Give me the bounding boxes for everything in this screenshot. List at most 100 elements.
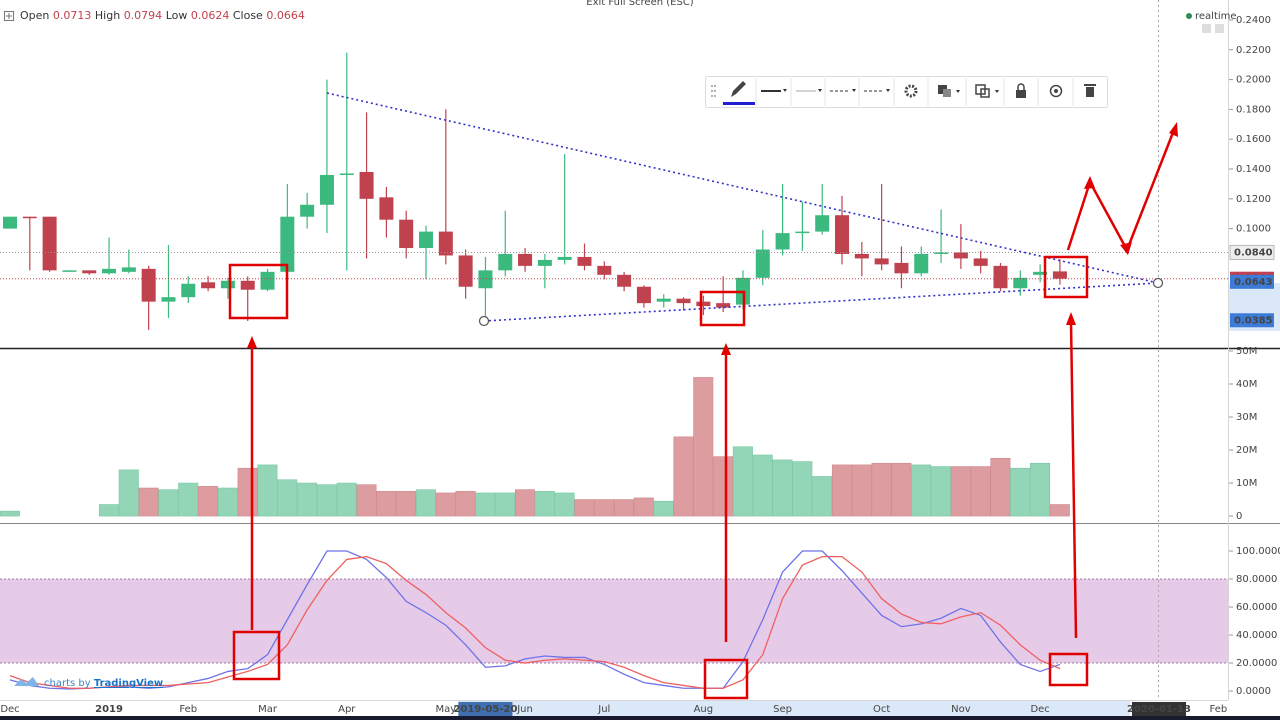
- candle-body: [1033, 271, 1048, 275]
- bottom-edge: [0, 716, 1280, 720]
- volume-bar: [415, 489, 436, 517]
- x-tick-label: Mar: [258, 704, 278, 715]
- drag-handle[interactable]: [711, 85, 716, 97]
- ohlc-value: 0.0664: [266, 9, 305, 22]
- volume-bar: [574, 499, 595, 517]
- volume-bar: [534, 491, 555, 517]
- volume-bar: [653, 500, 674, 517]
- candle-body: [339, 173, 354, 175]
- volume-bar: [297, 482, 318, 517]
- candle-body: [973, 258, 988, 266]
- candle-body: [121, 267, 136, 272]
- arrow-head: [1120, 242, 1132, 255]
- y-tick-label: 0: [1236, 511, 1242, 522]
- candle-body: [934, 252, 949, 254]
- highlight-box: [1048, 652, 1089, 687]
- candle-body: [161, 297, 176, 302]
- tradingview-logo: [14, 677, 39, 686]
- candle-body: [795, 231, 810, 234]
- stoch-band: [0, 579, 1228, 664]
- candle-body: [498, 253, 513, 271]
- volume-bar: [237, 467, 258, 517]
- ohlc-label: Close: [233, 9, 263, 22]
- volume-bar: [911, 464, 932, 517]
- ohlc-legend: Open 0.0713 High 0.0794 Low 0.0624 Close…: [20, 9, 305, 22]
- anchor-point[interactable]: [1152, 277, 1164, 289]
- symbol-icon[interactable]: [4, 11, 14, 21]
- realtime-dot: [1186, 13, 1192, 19]
- volume-bar: [831, 464, 852, 517]
- y-tick-label: 80.0000: [1236, 574, 1277, 585]
- y-tick-label: 30M: [1236, 412, 1257, 423]
- candle-body: [1013, 277, 1028, 289]
- candle-body: [319, 174, 334, 205]
- candle-body: [537, 259, 552, 266]
- volume-bar: [376, 491, 397, 517]
- ticks: 0.08400.06640.06430.0385Dec2019FebMarApr…: [0, 15, 1280, 716]
- volume-bar: [277, 479, 298, 517]
- pencil-icon[interactable]: [731, 81, 746, 97]
- candle-body: [835, 215, 850, 254]
- candle-body: [458, 255, 473, 287]
- realtime-label: realtime: [1195, 11, 1237, 22]
- candle-body: [22, 216, 37, 219]
- candle-body: [220, 280, 235, 289]
- volume-bar: [891, 462, 912, 517]
- candle-body: [3, 216, 17, 229]
- scroll-button[interactable]: [1202, 24, 1211, 33]
- trend-line: [326, 92, 1159, 284]
- candle-body: [419, 231, 434, 248]
- volume-bar: [514, 489, 535, 517]
- candle-body: [201, 282, 216, 289]
- volume-bar: [792, 461, 813, 517]
- ohlc-label: Low: [166, 9, 188, 22]
- candle-body: [280, 216, 295, 272]
- candle-body: [557, 256, 572, 260]
- highlight-box: [1043, 255, 1089, 299]
- price-badge-label: 0.0840: [1234, 247, 1273, 258]
- settings-icon[interactable]: [904, 84, 918, 98]
- x-tick-label: 2019-05-20: [453, 704, 517, 715]
- y-tick-label: 60.0000: [1236, 602, 1277, 613]
- scroll-button[interactable]: [1215, 24, 1224, 33]
- delete-icon[interactable]: [1086, 87, 1094, 97]
- y-tick-label: 40M: [1236, 379, 1257, 390]
- candle-body: [399, 219, 414, 248]
- ohlc-value: 0.0624: [191, 9, 230, 22]
- x-tick-label: Dec: [0, 704, 19, 715]
- volume-bar: [336, 482, 357, 517]
- candle-body: [676, 298, 691, 304]
- highlight-box: [703, 658, 749, 700]
- arrow-head: [1084, 176, 1095, 189]
- y-tick-label: 0.2200: [1236, 45, 1271, 56]
- visibility-icon[interactable]: [938, 85, 947, 94]
- candle-body: [141, 268, 156, 302]
- eye-icon[interactable]: [1049, 84, 1063, 98]
- volume-bar: [970, 466, 991, 517]
- volume-bar: [495, 492, 516, 517]
- price-badge: [1230, 313, 1274, 328]
- y-tick-label: 10M: [1236, 478, 1257, 489]
- volume-bar: [217, 487, 238, 517]
- volume-bar: [930, 466, 951, 517]
- price-badge: [1229, 244, 1275, 260]
- exit-fullscreen[interactable]: Exit Full Screen (ESC): [586, 0, 694, 8]
- volume-bar: [673, 436, 694, 517]
- branding: charts by TradingView: [44, 678, 163, 689]
- volume-bar: [633, 497, 654, 517]
- candle-body: [577, 256, 592, 266]
- arrow: [1069, 321, 1078, 639]
- x-tick-label: 2019: [95, 704, 123, 715]
- volume-bar: [1049, 504, 1070, 517]
- candle-body: [914, 253, 929, 274]
- volume-bar: [1030, 462, 1051, 517]
- volume-bar: [1010, 467, 1031, 517]
- candle-body: [42, 216, 57, 271]
- lock-icon[interactable]: [1016, 90, 1026, 98]
- anchor-point[interactable]: [478, 315, 490, 327]
- branding-link[interactable]: TradingView: [94, 678, 163, 689]
- ohlc-label: Open: [20, 9, 49, 22]
- y-tick-label: 40.0000: [1236, 630, 1277, 641]
